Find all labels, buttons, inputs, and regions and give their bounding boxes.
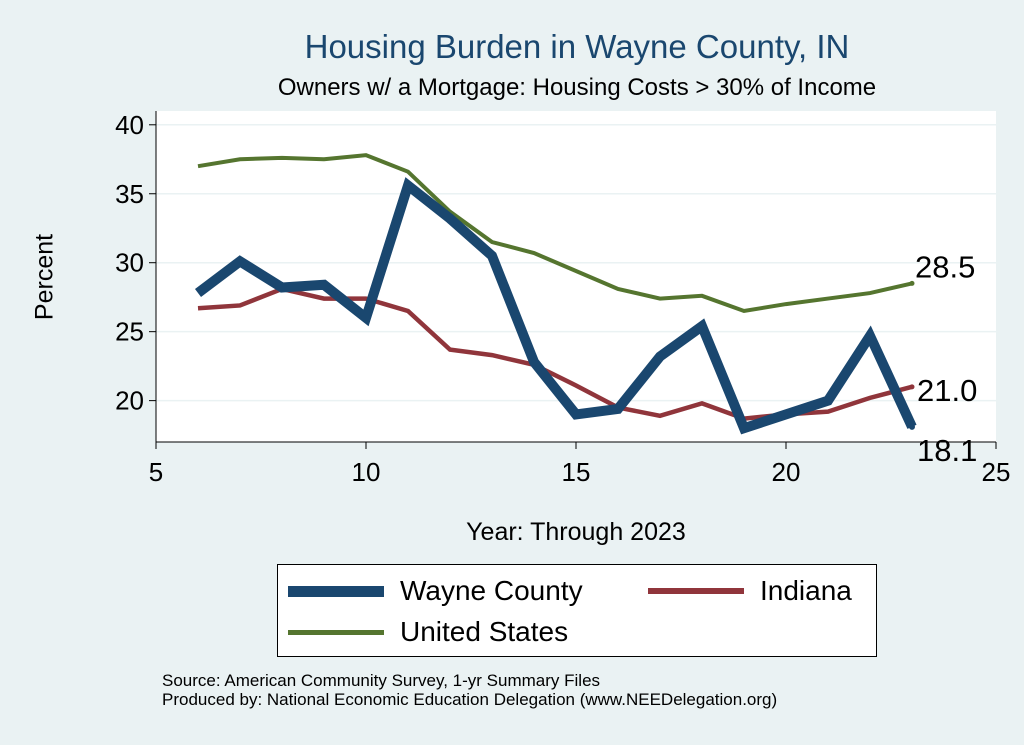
legend: Wayne County Indiana United States [277,564,877,657]
produced-by-line: Produced by: National Economic Education… [162,690,778,709]
end-label-wayne-county: 18.1 [917,433,977,468]
series-lines [194,153,917,435]
end-labels: 28.5 21.0 18.1 [915,249,977,467]
legend-item-indiana: Indiana [648,575,852,607]
y-tick-label: 35 [115,179,144,209]
x-tick-label: 10 [352,457,381,487]
end-point-wayne-county [909,423,915,430]
x-tick-label: 25 [982,457,1011,487]
legend-swatch-united-states [288,629,384,635]
series-line-wayne-county [194,177,917,435]
x-tick-label: 20 [772,457,801,487]
y-tick-label: 25 [115,317,144,347]
end-label-united-states: 28.5 [915,249,975,284]
chart-subtitle: Owners w/ a Mortgage: Housing Costs > 30… [277,74,877,101]
x-tick-label: 15 [562,457,591,487]
legend-swatch-indiana [648,588,744,594]
x-tick-label: 5 [149,457,163,487]
y-tick-label: 30 [115,248,144,278]
y-tick-label: 20 [115,386,144,416]
legend-label-united-states: United States [400,616,569,647]
end-label-indiana: 21.0 [917,373,977,408]
plot-area [156,111,996,442]
chart-title: Housing Burden in Wayne County, IN [304,28,850,65]
legend-label-indiana: Indiana [760,575,852,606]
end-point-united-states [909,280,915,286]
y-axis-label: Percent [30,233,59,321]
source-line: Source: American Community Survey, 1-yr … [162,671,601,690]
legend-label-wayne-county: Wayne County [400,575,583,606]
legend-item-wayne-county: Wayne County [288,575,583,607]
legend-swatch-wayne-county [288,585,384,597]
x-axis-label: Year: Through 2023 [466,518,686,546]
end-point-indiana [909,384,915,390]
legend-item-united-states: United States [288,616,568,648]
source-note: Source: American Community Survey, 1-yr … [162,671,777,709]
axes: 20 25 30 35 40 5 10 15 20 25 [115,110,1010,487]
y-tick-label: 40 [115,110,144,140]
series-line-united-states [197,153,913,314]
